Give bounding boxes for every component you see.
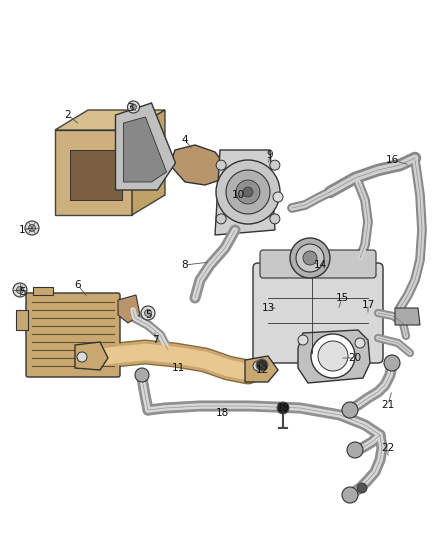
Text: 18: 18 (215, 408, 229, 418)
Circle shape (357, 483, 367, 493)
Text: 17: 17 (361, 300, 374, 310)
Polygon shape (16, 310, 28, 330)
Text: 21: 21 (381, 400, 395, 410)
Text: 8: 8 (182, 260, 188, 270)
FancyBboxPatch shape (26, 293, 120, 377)
Polygon shape (75, 342, 108, 370)
Circle shape (296, 244, 324, 272)
Circle shape (236, 180, 260, 204)
Circle shape (127, 101, 139, 113)
Circle shape (145, 310, 152, 317)
Circle shape (318, 341, 348, 371)
Polygon shape (298, 330, 370, 383)
Text: 5: 5 (19, 287, 25, 297)
Text: 5: 5 (145, 310, 151, 320)
Text: 15: 15 (336, 293, 349, 303)
Text: 3: 3 (127, 103, 133, 113)
Circle shape (131, 104, 137, 110)
Text: 7: 7 (152, 335, 158, 345)
FancyBboxPatch shape (253, 263, 383, 363)
Text: 20: 20 (349, 353, 361, 363)
Circle shape (243, 187, 253, 197)
Polygon shape (116, 103, 176, 190)
Circle shape (270, 160, 280, 170)
Circle shape (355, 338, 365, 348)
Text: 1: 1 (19, 225, 25, 235)
Polygon shape (70, 150, 122, 200)
Circle shape (216, 214, 226, 224)
Circle shape (17, 287, 24, 294)
Circle shape (13, 283, 27, 297)
FancyBboxPatch shape (260, 250, 376, 278)
Polygon shape (170, 145, 225, 185)
Circle shape (273, 192, 283, 202)
Text: 10: 10 (231, 190, 244, 200)
Polygon shape (395, 308, 420, 325)
Circle shape (28, 224, 35, 231)
Polygon shape (118, 295, 140, 323)
Circle shape (303, 251, 317, 265)
Circle shape (226, 170, 270, 214)
Circle shape (347, 442, 363, 458)
Text: 6: 6 (75, 280, 81, 290)
Circle shape (270, 214, 280, 224)
Polygon shape (55, 110, 165, 130)
Circle shape (384, 355, 400, 371)
Text: 2: 2 (65, 110, 71, 120)
Text: 13: 13 (261, 303, 275, 313)
Circle shape (298, 335, 308, 345)
Text: 22: 22 (381, 443, 395, 453)
Circle shape (290, 238, 330, 278)
Text: 12: 12 (255, 365, 268, 375)
Circle shape (216, 160, 226, 170)
Circle shape (77, 352, 87, 362)
Polygon shape (124, 117, 166, 182)
Text: 11: 11 (171, 363, 185, 373)
Text: 4: 4 (182, 135, 188, 145)
Circle shape (311, 334, 355, 378)
Polygon shape (245, 356, 278, 382)
Circle shape (216, 160, 280, 224)
Circle shape (25, 221, 39, 235)
Text: 19: 19 (276, 403, 290, 413)
Polygon shape (55, 130, 132, 215)
Text: 9: 9 (267, 150, 273, 160)
Polygon shape (215, 150, 275, 235)
Circle shape (277, 402, 289, 414)
Polygon shape (33, 287, 53, 295)
Circle shape (135, 368, 149, 382)
Circle shape (342, 402, 358, 418)
Circle shape (141, 306, 155, 320)
Circle shape (253, 361, 263, 371)
Text: 14: 14 (313, 260, 327, 270)
Text: 16: 16 (385, 155, 399, 165)
Polygon shape (132, 110, 165, 215)
Circle shape (342, 487, 358, 503)
Circle shape (256, 359, 268, 371)
